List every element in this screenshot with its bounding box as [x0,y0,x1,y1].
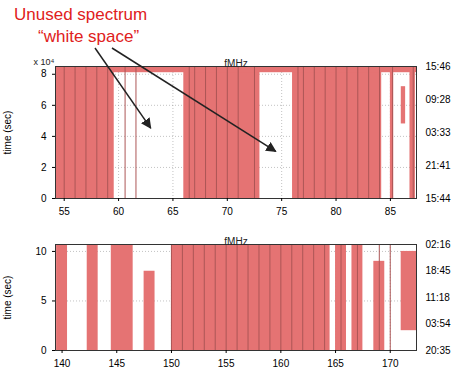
svg-text:8: 8 [41,68,47,79]
svg-text:15:44: 15:44 [426,193,451,204]
svg-text:03:54: 03:54 [426,318,451,329]
svg-text:170: 170 [382,358,399,369]
svg-text:15:46: 15:46 [426,61,451,72]
svg-text:10: 10 [35,246,47,257]
svg-text:160: 160 [273,358,290,369]
svg-text:145: 145 [108,358,125,369]
svg-text:155: 155 [218,358,235,369]
svg-text:11:18: 11:18 [426,292,451,303]
svg-text:02:16: 02:16 [426,239,451,250]
svg-text:fMHz: fMHz [224,236,247,247]
svg-text:55: 55 [59,206,71,217]
svg-text:time (sec): time (sec) [2,276,13,320]
svg-text:18:45: 18:45 [426,265,451,276]
svg-text:“white space”: “white space” [38,27,139,46]
svg-text:time (sec): time (sec) [2,111,13,155]
svg-text:65: 65 [167,206,179,217]
svg-text:6: 6 [41,100,47,111]
svg-text:2: 2 [41,162,47,173]
svg-text:fMHz: fMHz [224,58,247,69]
svg-text:75: 75 [276,206,288,217]
svg-text:x 10⁴: x 10⁴ [34,57,55,67]
svg-text:140: 140 [54,358,71,369]
svg-text:85: 85 [385,206,397,217]
svg-text:Unused spectrum: Unused spectrum [14,5,147,24]
svg-text:165: 165 [327,358,344,369]
svg-text:0: 0 [41,345,47,356]
svg-text:70: 70 [222,206,234,217]
svg-text:150: 150 [163,358,180,369]
svg-text:60: 60 [113,206,125,217]
svg-text:5: 5 [41,295,47,306]
svg-text:80: 80 [330,206,342,217]
svg-text:03:33: 03:33 [426,127,451,138]
svg-text:09:28: 09:28 [426,94,451,105]
svg-text:0: 0 [41,193,47,204]
svg-text:20:35: 20:35 [426,345,451,356]
svg-text:4: 4 [41,131,47,142]
svg-text:21:41: 21:41 [426,160,451,171]
